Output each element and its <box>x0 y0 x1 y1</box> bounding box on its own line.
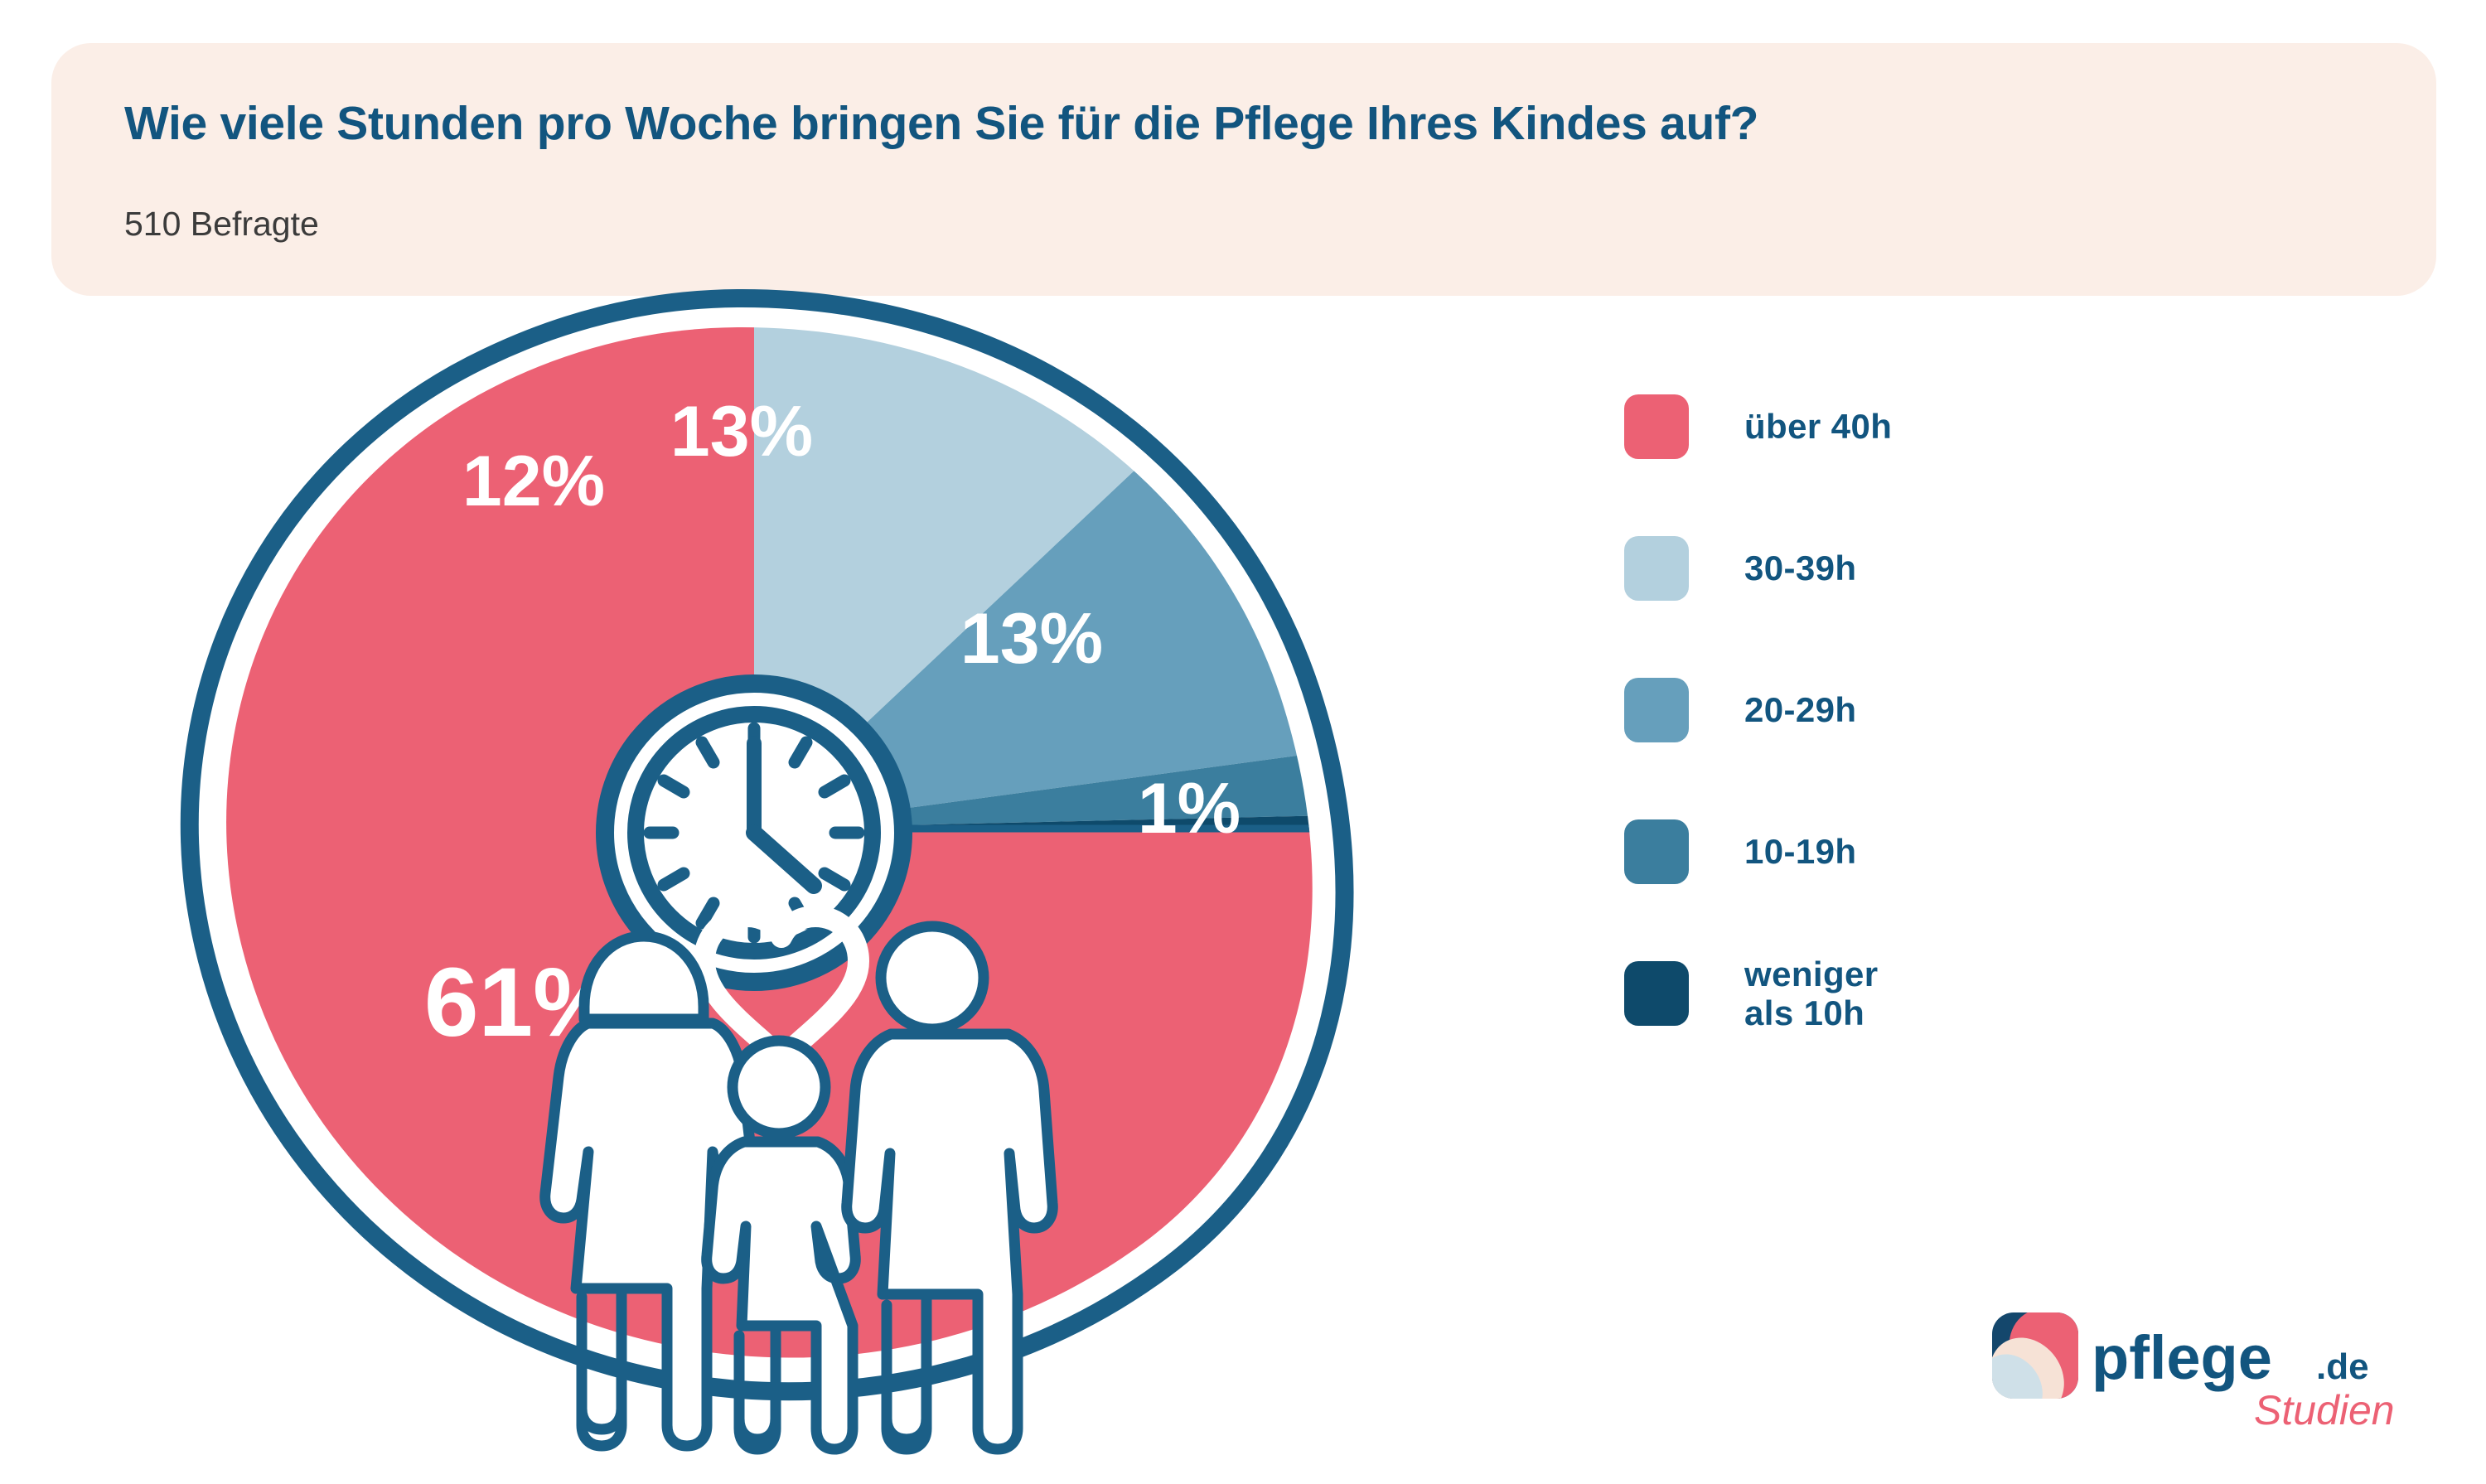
slice-label-30-39h: 12% <box>462 442 605 521</box>
legend-swatch-weniger-als-10h <box>1624 961 1689 1026</box>
legend-swatch-ueber-40h <box>1624 394 1689 459</box>
legend-label-weniger-als-10h: weniger als 10h <box>1744 954 1879 1032</box>
pie-chart: 12% 13% 13% 1% 61% <box>124 249 1483 1458</box>
legend-label-ueber-40h: über 40h <box>1744 407 1893 447</box>
slice-10-19h <box>754 723 1313 829</box>
logo-tagline: Studien <box>2254 1387 2395 1433</box>
pflege-de-logo[interactable]: pflege .de Studien <box>1990 1308 2421 1440</box>
page-title: Wie viele Stunden pro Woche bringen Sie … <box>124 97 1759 150</box>
page-subtitle-respondents: 510 Befragte <box>124 205 319 243</box>
family-child <box>701 1035 861 1455</box>
slice-label-20-29h: 13% <box>670 392 813 471</box>
logo-tld: .de <box>2316 1346 2369 1387</box>
slice-label-weniger-als-10h: 1% <box>1138 769 1241 848</box>
legend-label-20-29h: 20-29h <box>1744 690 1857 730</box>
logo-wordmark: pflege <box>2092 1323 2272 1392</box>
slice-weniger-als-10h <box>754 810 1313 829</box>
pflege-logo-mark <box>1992 1312 2078 1399</box>
slice-30-39h <box>754 327 1313 829</box>
family-father <box>841 921 1058 1455</box>
header-panel <box>51 43 2436 296</box>
slice-label-10-19h: 13% <box>960 599 1103 679</box>
legend-item-20-29h[interactable]: 20-29h <box>1624 673 2271 747</box>
legend: über 40h 30-39h 20-29h 10-19h weniger al… <box>1624 389 2271 1032</box>
legend-item-30-39h[interactable]: 30-39h <box>1624 531 2271 606</box>
legend-item-10-19h[interactable]: 10-19h <box>1624 815 2271 889</box>
legend-swatch-10-19h <box>1624 819 1689 884</box>
legend-item-weniger-als-10h[interactable]: weniger als 10h <box>1624 954 2271 1032</box>
legend-swatch-30-39h <box>1624 536 1689 601</box>
family-icon <box>539 906 1058 1455</box>
legend-swatch-20-29h <box>1624 678 1689 742</box>
slice-20-29h <box>754 327 1313 829</box>
clock-minute-hand <box>746 824 822 894</box>
legend-label-10-19h: 10-19h <box>1744 832 1857 872</box>
legend-label-30-39h: 30-39h <box>1744 549 1857 588</box>
legend-item-ueber-40h[interactable]: über 40h <box>1624 389 2271 464</box>
